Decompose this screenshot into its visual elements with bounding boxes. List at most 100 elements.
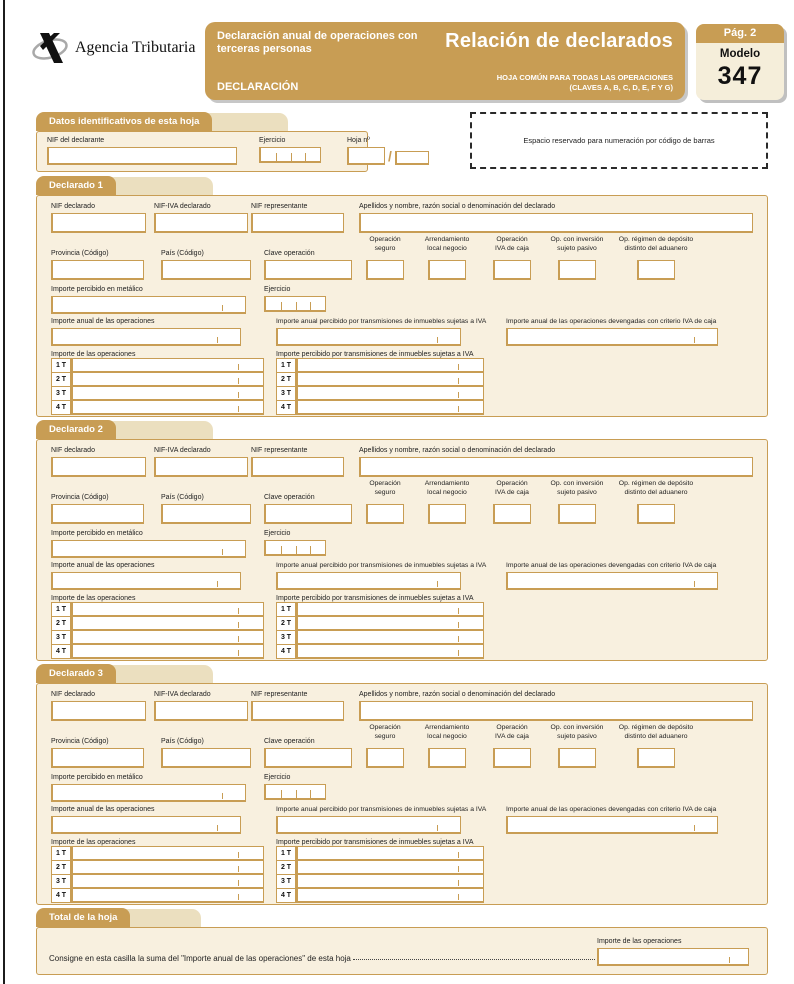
importe-operaciones-4t-input[interactable] xyxy=(71,888,264,903)
nif-iva-input[interactable] xyxy=(154,701,248,721)
operacion-iva-caja-box[interactable] xyxy=(493,260,531,280)
importe-anual-inmuebles-input[interactable] xyxy=(276,328,461,346)
importe-metalico-input[interactable] xyxy=(51,540,246,558)
importe-anual-input[interactable] xyxy=(51,328,241,346)
pais-input[interactable] xyxy=(161,504,251,524)
importe-anual-inmuebles-input[interactable] xyxy=(276,816,461,834)
importe-inmuebles-2t-input[interactable] xyxy=(296,860,484,875)
nif-representante-input[interactable] xyxy=(251,213,344,233)
apellidos-input[interactable] xyxy=(359,213,753,233)
importe-operaciones-4t-input[interactable] xyxy=(71,400,264,415)
hoja-numero-input[interactable] xyxy=(347,147,385,165)
importe-inmuebles-1t-input[interactable] xyxy=(296,358,484,373)
importe-inmuebles-4t-input[interactable] xyxy=(296,888,484,903)
page-number: Pág. 2 xyxy=(696,24,784,43)
importe-operaciones-3t-input[interactable] xyxy=(71,630,264,645)
importe-inmuebles-label: Importe percibido por transmisiones de i… xyxy=(276,595,474,602)
digit-divider xyxy=(295,790,297,798)
importe-operaciones-2t-input[interactable] xyxy=(71,616,264,631)
dotted-leader xyxy=(352,959,595,960)
importe-inmuebles-4t-input[interactable] xyxy=(296,644,484,659)
ejercicio-input[interactable] xyxy=(264,540,326,556)
importe-inmuebles-3t-input[interactable] xyxy=(296,874,484,889)
section-declarado: Declarado 2 NIF declarado NIF-IVA declar… xyxy=(36,420,768,661)
provincia-input[interactable] xyxy=(51,260,144,280)
quarter-4-label: 4 T xyxy=(51,644,71,659)
importe-anual-caja-input[interactable] xyxy=(506,816,718,834)
provincia-label: Provincia (Código) xyxy=(51,738,109,745)
op-inversion-box[interactable] xyxy=(558,748,596,768)
nif-declarado-input[interactable] xyxy=(51,701,146,721)
operacion-iva-caja-label: Operación IVA de caja xyxy=(495,724,529,740)
quarter-2-label: 2 T xyxy=(276,860,296,875)
section-datos-identificativos: Datos identificativos de esta hoja NIF d… xyxy=(36,112,429,172)
importe-operaciones-2t-input[interactable] xyxy=(71,372,264,387)
importe-operaciones-1t-input[interactable] xyxy=(71,602,264,617)
arrendamiento-box[interactable] xyxy=(428,504,466,524)
provincia-input[interactable] xyxy=(51,748,144,768)
provincia-input[interactable] xyxy=(51,504,144,524)
nif-iva-input[interactable] xyxy=(154,213,248,233)
importe-inmuebles-2t-input[interactable] xyxy=(296,616,484,631)
nif-declarante-input[interactable] xyxy=(47,147,237,165)
importe-operaciones-4t-input[interactable] xyxy=(71,644,264,659)
importe-anual-inmuebles-input[interactable] xyxy=(276,572,461,590)
importe-operaciones-3t-input[interactable] xyxy=(71,874,264,889)
hoja-total-input[interactable] xyxy=(394,151,429,165)
importe-inmuebles-4t-input[interactable] xyxy=(296,400,484,415)
ejercicio-input[interactable] xyxy=(259,147,321,163)
clave-operacion-input[interactable] xyxy=(264,260,352,280)
importe-metalico-label: Importe percibido en metálico xyxy=(51,286,143,293)
nif-representante-input[interactable] xyxy=(251,701,344,721)
apellidos-input[interactable] xyxy=(359,701,753,721)
nif-declarado-input[interactable] xyxy=(51,213,146,233)
operacion-iva-caja-box[interactable] xyxy=(493,748,531,768)
importe-operaciones-2t-input[interactable] xyxy=(71,860,264,875)
section-total-hoja: Total de la hoja Consigne en esta casill… xyxy=(36,908,768,975)
ejercicio-input[interactable] xyxy=(264,296,326,312)
importe-anual-input[interactable] xyxy=(51,572,241,590)
nif-representante-input[interactable] xyxy=(251,457,344,477)
apellidos-label: Apellidos y nombre, razón social o denom… xyxy=(359,447,556,454)
clave-operacion-input[interactable] xyxy=(264,504,352,524)
apellidos-input[interactable] xyxy=(359,457,753,477)
importe-inmuebles-3t-input[interactable] xyxy=(296,386,484,401)
digit-divider xyxy=(290,153,292,161)
nif-iva-input[interactable] xyxy=(154,457,248,477)
tab-label: Declarado 2 xyxy=(49,424,103,435)
importe-operaciones-3t-input[interactable] xyxy=(71,386,264,401)
operacion-seguro-box[interactable] xyxy=(366,260,404,280)
op-inversion-box[interactable] xyxy=(558,504,596,524)
op-deposito-box[interactable] xyxy=(637,748,675,768)
importe-anual-caja-input[interactable] xyxy=(506,328,718,346)
importe-anual-inmuebles-label: Importe anual percibido por transmisione… xyxy=(276,562,487,569)
pais-input[interactable] xyxy=(161,748,251,768)
ejercicio-input[interactable] xyxy=(264,784,326,800)
op-deposito-box[interactable] xyxy=(637,260,675,280)
band-subtitle: DECLARACIÓN xyxy=(217,81,299,93)
importe-anual-input[interactable] xyxy=(51,816,241,834)
importe-inmuebles-1t-input[interactable] xyxy=(296,846,484,861)
pais-input[interactable] xyxy=(161,260,251,280)
importe-inmuebles-3t-input[interactable] xyxy=(296,630,484,645)
importe-metalico-input[interactable] xyxy=(51,784,246,802)
importe-operaciones-1t-input[interactable] xyxy=(71,358,264,373)
hoja-separator: / xyxy=(388,148,392,164)
total-importe-input[interactable] xyxy=(597,948,749,966)
nif-declarado-input[interactable] xyxy=(51,457,146,477)
quarter-3-label: 3 T xyxy=(276,630,296,645)
importe-operaciones-1t-input[interactable] xyxy=(71,846,264,861)
tab-label: Declarado 1 xyxy=(49,180,103,191)
op-inversion-box[interactable] xyxy=(558,260,596,280)
op-deposito-box[interactable] xyxy=(637,504,675,524)
importe-metalico-input[interactable] xyxy=(51,296,246,314)
importe-inmuebles-1t-input[interactable] xyxy=(296,602,484,617)
importe-anual-caja-input[interactable] xyxy=(506,572,718,590)
operacion-iva-caja-box[interactable] xyxy=(493,504,531,524)
operacion-seguro-box[interactable] xyxy=(366,504,404,524)
clave-operacion-input[interactable] xyxy=(264,748,352,768)
importe-inmuebles-2t-input[interactable] xyxy=(296,372,484,387)
operacion-seguro-box[interactable] xyxy=(366,748,404,768)
arrendamiento-box[interactable] xyxy=(428,260,466,280)
arrendamiento-box[interactable] xyxy=(428,748,466,768)
